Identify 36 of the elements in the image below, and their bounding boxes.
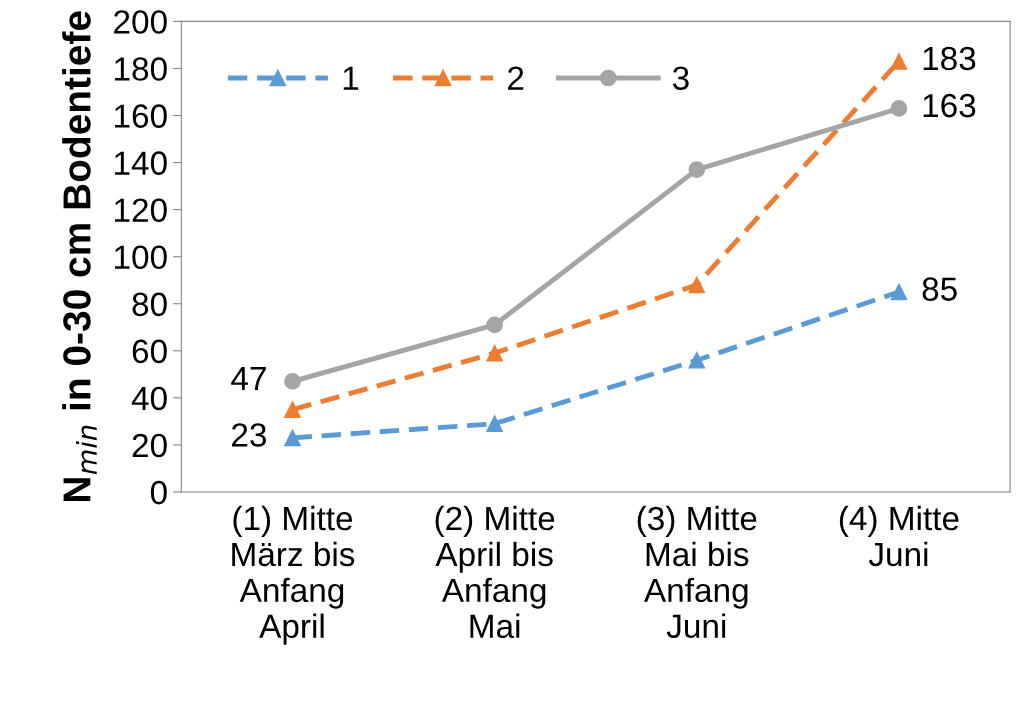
y-tick-label: 160 [115,104,167,128]
y-axis-title: N$_{min}$ in 0-30 cm Bodentiefe [62,11,97,502]
y-tick-label: 20 [132,433,167,458]
y-tick-label: 140 [115,151,167,175]
data-label: 47 [231,367,266,390]
point [688,161,706,178]
y-tick-label: 100 [115,245,167,270]
y-tick-label: 80 [132,292,167,317]
point [890,283,908,301]
data-label: 183 [923,46,976,71]
y-tick-label: 60 [132,339,167,364]
y-tick-label: 200 [114,10,167,34]
point [688,276,706,294]
data-label: 163 [923,93,976,118]
x-tick-label: (4) Mitte Juni [839,505,959,567]
point [284,373,301,390]
y-tick-label: 120 [115,198,167,223]
point [284,401,301,418]
point [890,53,908,70]
legend-label: 2 [508,66,524,90]
x-tick-label: (3) Mitte Mai bis Anfang Juni [637,505,757,639]
point [688,351,706,369]
data-label: 85 [922,277,957,301]
x-tick-label: (2) Mitte April bis Anfang Mai [435,505,555,639]
data-label: 23 [232,423,267,447]
y-tick-label: 180 [115,57,167,81]
point [890,100,908,117]
point [284,429,301,447]
y-tick-label: 0 [150,480,167,505]
legend-label: 3 [672,66,689,90]
point [486,344,503,362]
x-tick-label: (1) Mitte März bis Anfang April [232,505,355,645]
point [486,415,503,433]
point [486,316,503,334]
legend-label: 1 [343,66,359,90]
y-tick-label: 40 [131,386,167,411]
